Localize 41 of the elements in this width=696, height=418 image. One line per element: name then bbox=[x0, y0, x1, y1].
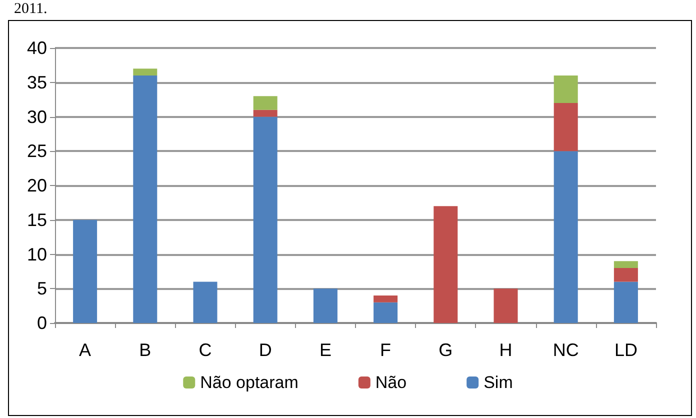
x-tick-label: F bbox=[380, 340, 392, 360]
bar bbox=[494, 288, 518, 323]
bar bbox=[434, 206, 458, 323]
bar bbox=[73, 220, 98, 323]
bar bbox=[374, 302, 398, 323]
y-tick-label: 40 bbox=[26, 38, 47, 58]
bar bbox=[374, 296, 398, 302]
bar bbox=[614, 268, 638, 282]
bar bbox=[193, 282, 218, 323]
x-tick-label: B bbox=[139, 340, 152, 360]
bar bbox=[253, 96, 278, 110]
bar bbox=[614, 261, 638, 268]
x-tick-label: D bbox=[258, 340, 272, 360]
legend-label: Sim bbox=[484, 373, 513, 392]
x-tick-label: E bbox=[319, 340, 332, 360]
legend-label: Não optaram bbox=[200, 373, 298, 392]
x-tick-label: C bbox=[198, 340, 212, 360]
bar bbox=[253, 116, 278, 323]
x-tick-label: A bbox=[79, 340, 92, 360]
x-tick-label: LD bbox=[614, 340, 638, 360]
y-tick-label: 15 bbox=[26, 210, 47, 230]
y-tick-label: 20 bbox=[26, 176, 47, 196]
bar bbox=[554, 151, 578, 323]
y-tick-label: 25 bbox=[26, 141, 47, 162]
x-tick-label: NC bbox=[552, 340, 579, 360]
y-tick-label: 35 bbox=[26, 72, 47, 92]
bar bbox=[313, 288, 338, 323]
bar bbox=[554, 76, 578, 103]
y-tick-label: 10 bbox=[26, 244, 47, 264]
bar bbox=[554, 103, 578, 152]
x-tick-label: H bbox=[499, 340, 512, 360]
x-tick-label: G bbox=[438, 340, 453, 360]
bar bbox=[253, 110, 278, 117]
text: 2011. bbox=[14, 1, 48, 18]
y-tick-label: 5 bbox=[36, 278, 47, 299]
y-tick-label: 30 bbox=[26, 106, 47, 127]
bar bbox=[133, 68, 158, 76]
y-tick-label: 0 bbox=[36, 313, 47, 333]
legend-label: Não bbox=[375, 373, 407, 392]
bar bbox=[614, 282, 638, 323]
bar bbox=[133, 76, 158, 323]
